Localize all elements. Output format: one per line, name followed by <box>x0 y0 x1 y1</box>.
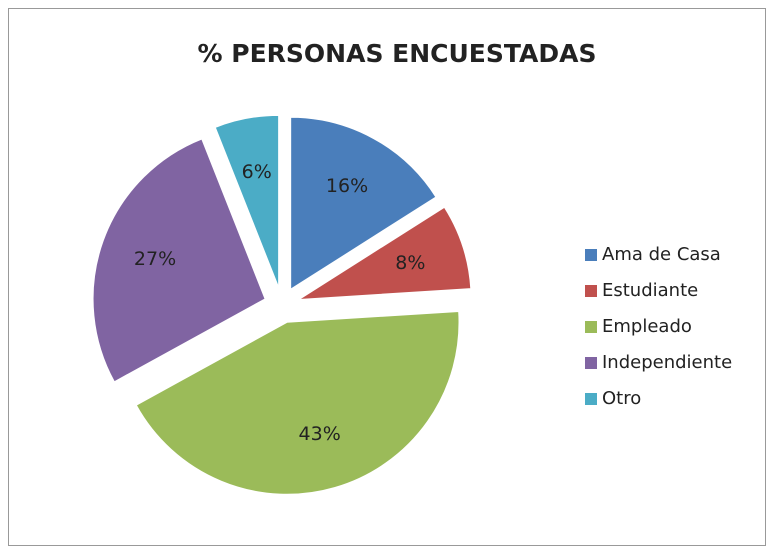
value-label: 27% <box>134 248 176 270</box>
value-label: 6% <box>242 161 272 183</box>
legend-swatch <box>585 249 597 261</box>
value-label: 8% <box>395 252 425 274</box>
legend-swatch <box>585 357 597 369</box>
legend-label: Otro <box>602 388 641 409</box>
pie-slice <box>214 114 280 288</box>
chart-title: % PERSONAS ENCUESTADAS <box>198 39 597 68</box>
pie-slice <box>135 310 460 495</box>
pie-slice <box>298 206 472 300</box>
legend-label: Empleado <box>602 316 692 337</box>
pie-slice <box>92 138 266 383</box>
value-label: 16% <box>326 175 368 197</box>
legend-swatch <box>585 321 597 333</box>
legend-swatch <box>585 393 597 405</box>
pie-slice <box>290 116 437 291</box>
legend-label: Independiente <box>602 352 732 373</box>
legend-label: Estudiante <box>602 280 698 301</box>
value-label: 43% <box>299 423 341 445</box>
legend-swatch <box>585 285 597 297</box>
legend-label: Ama de Casa <box>602 244 721 265</box>
